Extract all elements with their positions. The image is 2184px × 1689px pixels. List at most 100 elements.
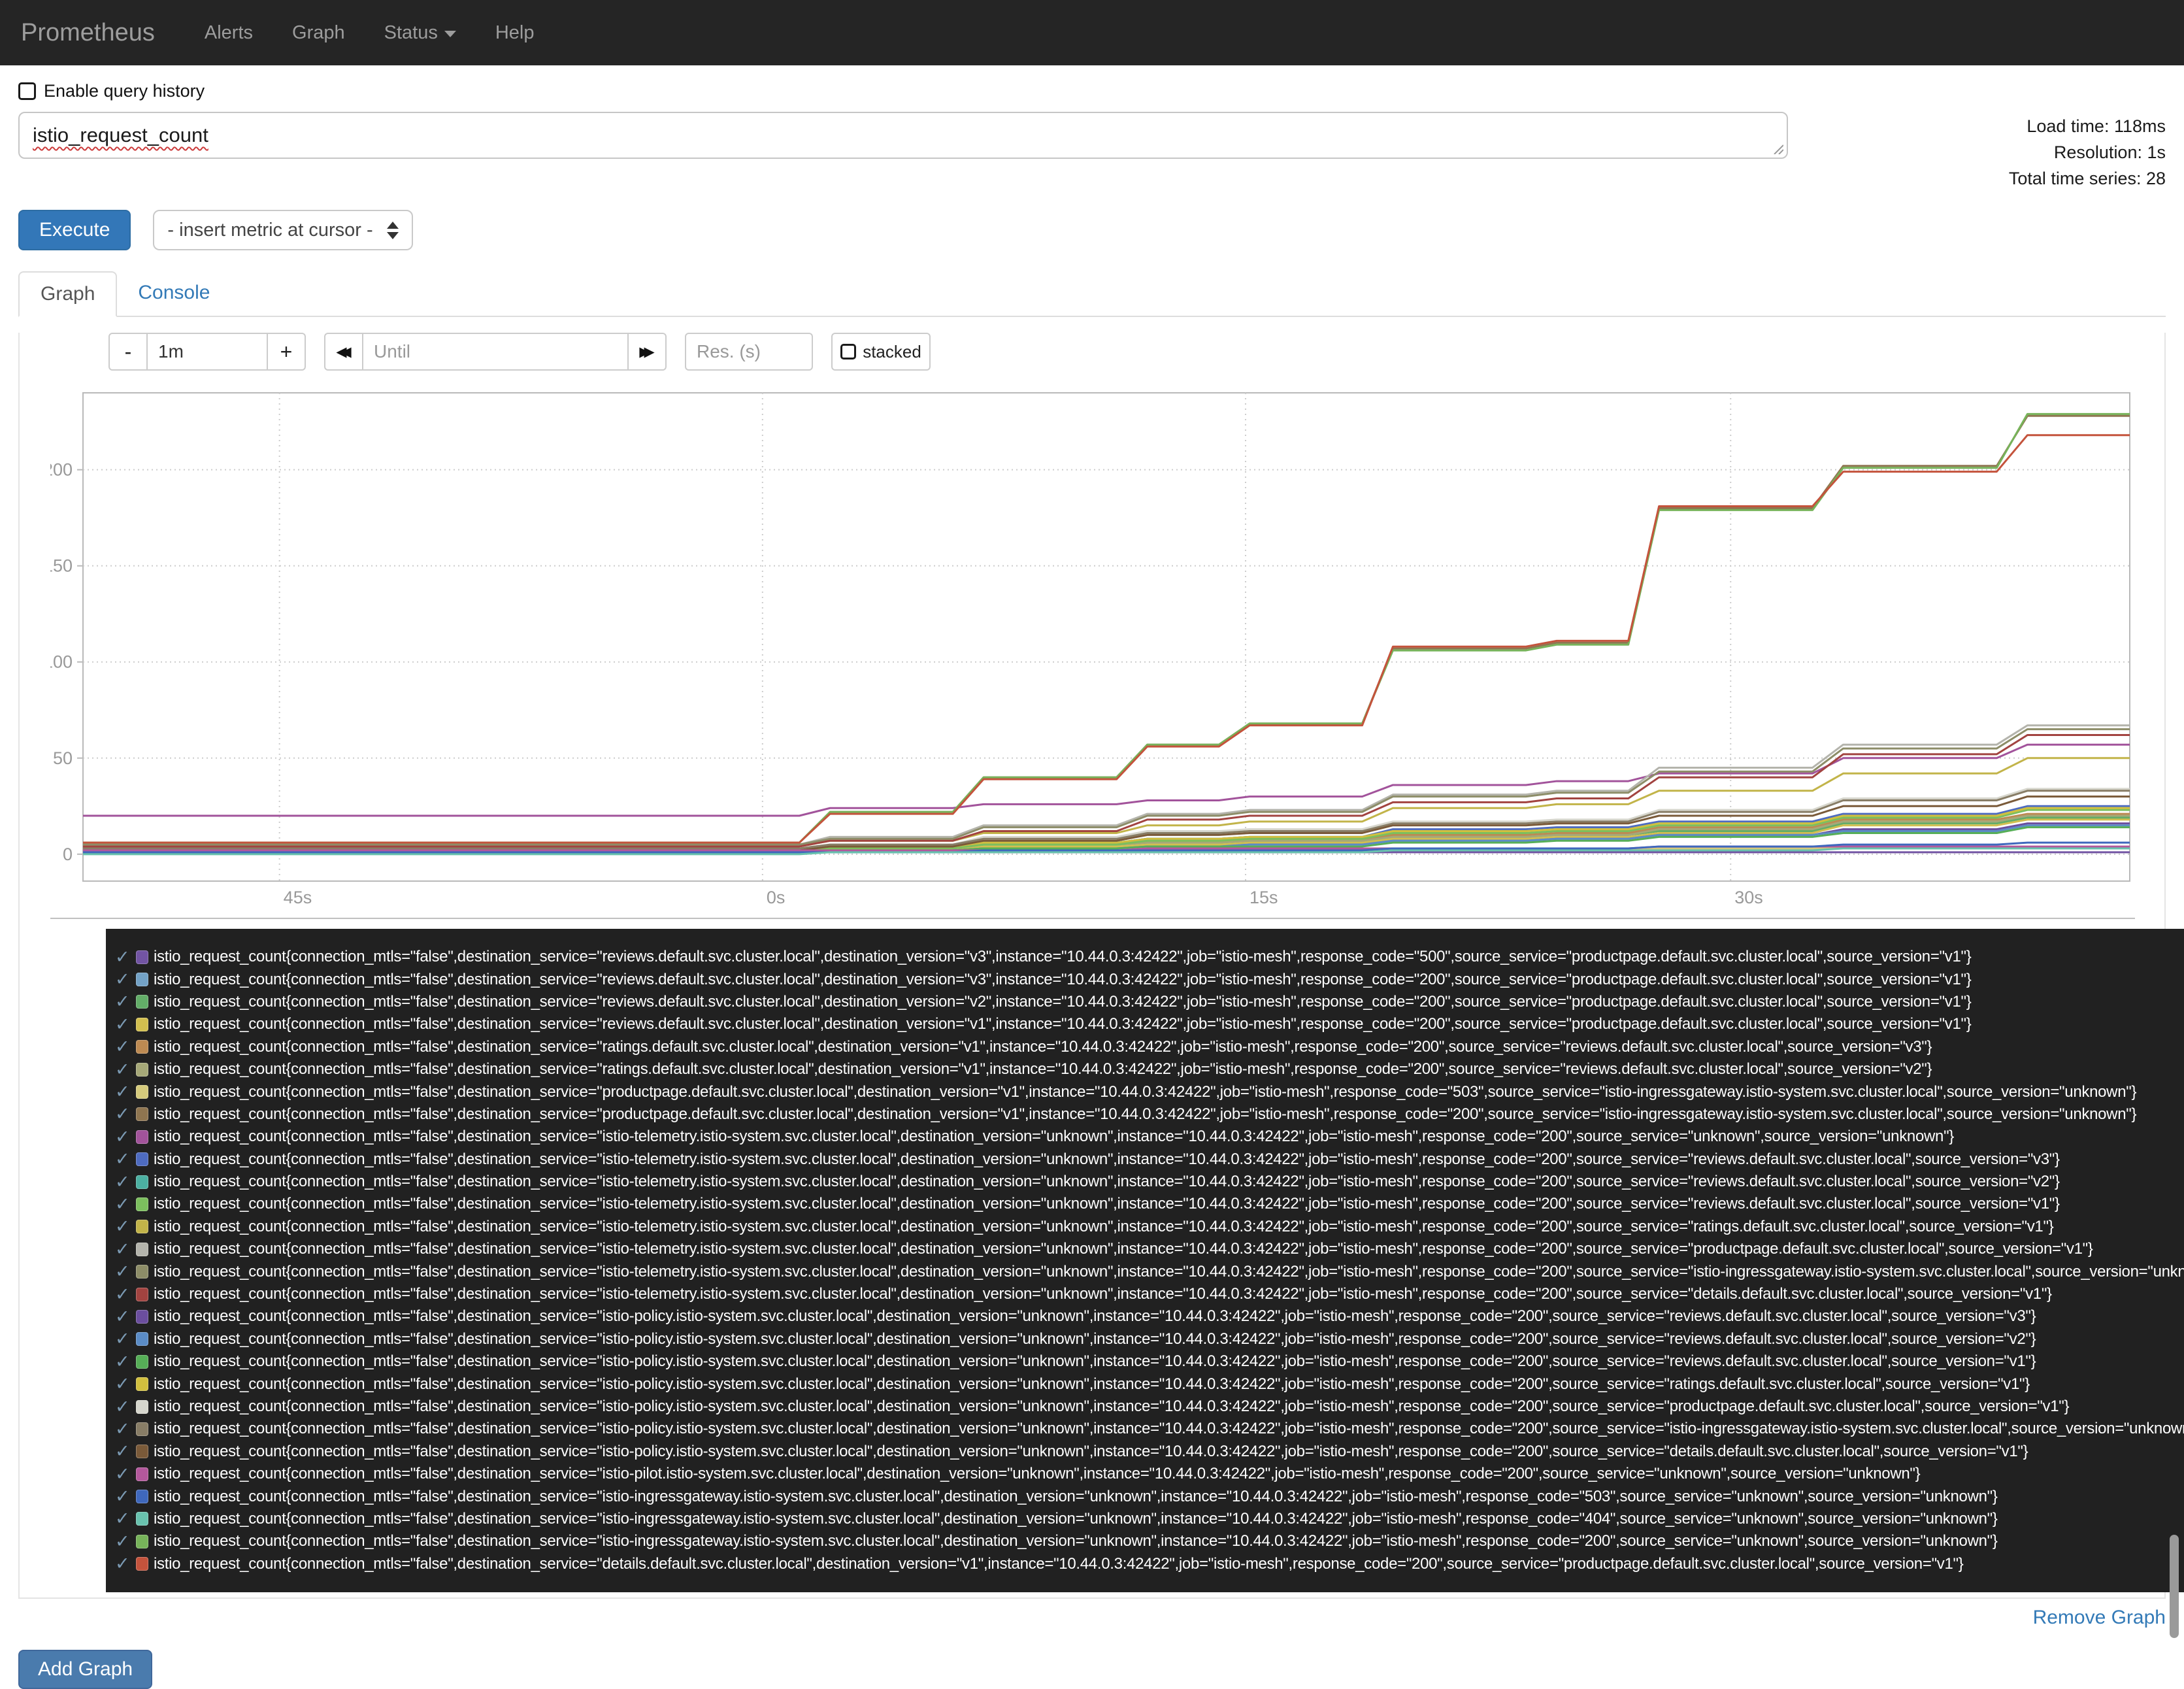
check-icon: ✓ bbox=[115, 1262, 130, 1282]
legend-item[interactable]: ✓ istio_request_count{connection_mtls="fa… bbox=[115, 1171, 2184, 1193]
resize-grip-icon[interactable] bbox=[1772, 142, 1783, 154]
chart-area[interactable]: 45s 0s 15s 30s 0 50 100 150 200 bbox=[43, 388, 2164, 922]
legend-item[interactable]: ✓ istio_request_count{connection_mtls="fa… bbox=[115, 1126, 2184, 1148]
legend-item[interactable]: ✓ istio_request_count{connection_mtls="fa… bbox=[115, 1260, 2184, 1282]
series-label: istio_request_count{connection_mtls="fal… bbox=[154, 1060, 1932, 1079]
check-icon: ✓ bbox=[115, 1396, 130, 1416]
check-icon: ✓ bbox=[115, 1463, 130, 1484]
step-back-icon: ◀◀ bbox=[336, 344, 351, 360]
series-label: istio_request_count{connection_mtls="fal… bbox=[154, 1307, 2036, 1326]
stacked-label: stacked bbox=[863, 341, 921, 361]
check-icon: ✓ bbox=[115, 1351, 130, 1371]
series-color-swatch bbox=[136, 995, 148, 1009]
legend-item[interactable]: ✓ istio_request_count{connection_mtls="fa… bbox=[115, 1328, 2184, 1350]
query-input[interactable]: istio_request_count bbox=[18, 112, 1788, 159]
query-history-checkbox[interactable] bbox=[18, 82, 36, 100]
series-label: istio_request_count{connection_mtls="fal… bbox=[154, 1015, 1972, 1033]
insert-metric-select[interactable]: - insert metric at cursor - bbox=[153, 210, 414, 250]
check-icon: ✓ bbox=[115, 1329, 130, 1349]
legend-item[interactable]: ✓ istio_request_count{connection_mtls="fa… bbox=[115, 1553, 2184, 1575]
legend-item[interactable]: ✓ istio_request_count{connection_mtls="fa… bbox=[115, 1508, 2184, 1530]
check-icon: ✓ bbox=[115, 1554, 130, 1574]
series-label: istio_request_count{connection_mtls="fal… bbox=[154, 1352, 2036, 1371]
series-color-swatch bbox=[136, 1354, 148, 1369]
legend-item[interactable]: ✓ istio_request_count{connection_mtls="fa… bbox=[115, 1238, 2184, 1260]
check-icon: ✓ bbox=[115, 1418, 130, 1439]
series-color-swatch bbox=[136, 1422, 148, 1436]
legend-item[interactable]: ✓ istio_request_count{connection_mtls="fa… bbox=[115, 991, 2184, 1013]
series-color-swatch bbox=[136, 1490, 148, 1504]
series-color-swatch bbox=[136, 1557, 148, 1571]
series-label: istio_request_count{connection_mtls="fal… bbox=[154, 1465, 1921, 1483]
tab-graph[interactable]: Graph bbox=[18, 271, 118, 317]
legend-item[interactable]: ✓ istio_request_count{connection_mtls="fa… bbox=[115, 1283, 2184, 1305]
stacked-checkbox[interactable] bbox=[840, 344, 857, 360]
series-label: istio_request_count{connection_mtls="fal… bbox=[154, 948, 1972, 966]
legend-item[interactable]: ✓ istio_request_count{connection_mtls="fa… bbox=[115, 1485, 2184, 1507]
chart-svg[interactable]: 45s 0s 15s 30s 0 50 100 150 200 bbox=[43, 388, 2135, 922]
legend: ✓ istio_request_count{connection_mtls="fa… bbox=[106, 929, 2184, 1592]
svg-text:45s: 45s bbox=[284, 888, 312, 907]
series-label: istio_request_count{connection_mtls="fal… bbox=[154, 1217, 2054, 1235]
legend-item[interactable]: ✓ istio_request_count{connection_mtls="fa… bbox=[115, 1350, 2184, 1373]
check-icon: ✓ bbox=[115, 1037, 130, 1057]
check-icon: ✓ bbox=[115, 1239, 130, 1259]
until-input[interactable] bbox=[362, 333, 629, 371]
remove-graph-link[interactable]: Remove Graph bbox=[2032, 1606, 2166, 1628]
check-icon: ✓ bbox=[115, 1126, 130, 1146]
resolution-input[interactable] bbox=[685, 333, 813, 371]
series-label: istio_request_count{connection_mtls="fal… bbox=[154, 1554, 1964, 1573]
legend-item[interactable]: ✓ istio_request_count{connection_mtls="fa… bbox=[115, 1103, 2184, 1126]
series-color-swatch bbox=[136, 1175, 148, 1189]
nav-item-help[interactable]: Help bbox=[495, 22, 535, 43]
tab-console[interactable]: Console bbox=[138, 282, 210, 303]
stacked-toggle[interactable]: stacked bbox=[831, 333, 931, 371]
series-color-swatch bbox=[136, 1467, 148, 1481]
legend-item[interactable]: ✓ istio_request_count{connection_mtls="fa… bbox=[115, 968, 2184, 990]
nav-item-alerts[interactable]: Alerts bbox=[204, 22, 254, 43]
query-history-label: Enable query history bbox=[44, 81, 205, 101]
legend-item[interactable]: ✓ istio_request_count{connection_mtls="fa… bbox=[115, 1148, 2184, 1171]
graph-controls: - + ◀◀ ▶▶ stacked bbox=[108, 333, 2164, 371]
legend-item[interactable]: ✓ istio_request_count{connection_mtls="fa… bbox=[115, 946, 2184, 968]
series-color-swatch bbox=[136, 1287, 148, 1301]
step-forward-button[interactable]: ▶▶ bbox=[627, 333, 667, 371]
range-increase-button[interactable]: + bbox=[267, 333, 306, 371]
total-time-series: Total time series: 28 bbox=[2008, 169, 2166, 188]
check-icon: ✓ bbox=[115, 1441, 130, 1462]
legend-item[interactable]: ✓ istio_request_count{connection_mtls="fa… bbox=[115, 1080, 2184, 1103]
nav-item-status[interactable]: Status bbox=[365, 22, 476, 44]
tab-bar: Graph Console bbox=[18, 271, 2166, 317]
step-back-button[interactable]: ◀◀ bbox=[324, 333, 363, 371]
legend-item[interactable]: ✓ istio_request_count{connection_mtls="fa… bbox=[115, 1530, 2184, 1552]
check-icon: ✓ bbox=[115, 1082, 130, 1102]
series-label: istio_request_count{connection_mtls="fal… bbox=[154, 1195, 2060, 1213]
brand-prometheus[interactable]: Prometheus bbox=[21, 18, 155, 46]
legend-item[interactable]: ✓ istio_request_count{connection_mtls="fa… bbox=[115, 1463, 2184, 1485]
range-input[interactable] bbox=[146, 333, 268, 371]
series-label: istio_request_count{connection_mtls="fal… bbox=[154, 1329, 2036, 1348]
check-icon: ✓ bbox=[115, 1216, 130, 1237]
series-label: istio_request_count{connection_mtls="fal… bbox=[154, 1420, 2184, 1438]
legend-item[interactable]: ✓ istio_request_count{connection_mtls="fa… bbox=[115, 1193, 2184, 1215]
legend-item[interactable]: ✓ istio_request_count{connection_mtls="fa… bbox=[115, 1058, 2184, 1080]
series-color-swatch bbox=[136, 1197, 148, 1211]
legend-item[interactable]: ✓ istio_request_count{connection_mtls="fa… bbox=[115, 1418, 2184, 1440]
legend-item[interactable]: ✓ istio_request_count{connection_mtls="fa… bbox=[115, 1013, 2184, 1035]
check-icon: ✓ bbox=[115, 1194, 130, 1214]
execute-button[interactable]: Execute bbox=[18, 210, 131, 250]
add-graph-button[interactable]: Add Graph bbox=[18, 1649, 153, 1689]
svg-text:100: 100 bbox=[50, 652, 73, 672]
legend-item[interactable]: ✓ istio_request_count{connection_mtls="fa… bbox=[115, 1396, 2184, 1418]
legend-item[interactable]: ✓ istio_request_count{connection_mtls="fa… bbox=[115, 1373, 2184, 1395]
legend-item[interactable]: ✓ istio_request_count{connection_mtls="fa… bbox=[115, 1305, 2184, 1328]
nav-item-graph[interactable]: Graph bbox=[292, 22, 345, 43]
legend-item[interactable]: ✓ istio_request_count{connection_mtls="fa… bbox=[115, 1216, 2184, 1238]
series-label: istio_request_count{connection_mtls="fal… bbox=[154, 992, 1972, 1011]
legend-item[interactable]: ✓ istio_request_count{connection_mtls="fa… bbox=[115, 1036, 2184, 1058]
series-color-swatch bbox=[136, 1265, 148, 1279]
range-decrease-button[interactable]: - bbox=[108, 333, 148, 371]
until-input-group: ◀◀ ▶▶ bbox=[324, 333, 667, 371]
legend-item[interactable]: ✓ istio_request_count{connection_mtls="fa… bbox=[115, 1441, 2184, 1463]
scrollbar-thumb[interactable] bbox=[2170, 1535, 2179, 1638]
